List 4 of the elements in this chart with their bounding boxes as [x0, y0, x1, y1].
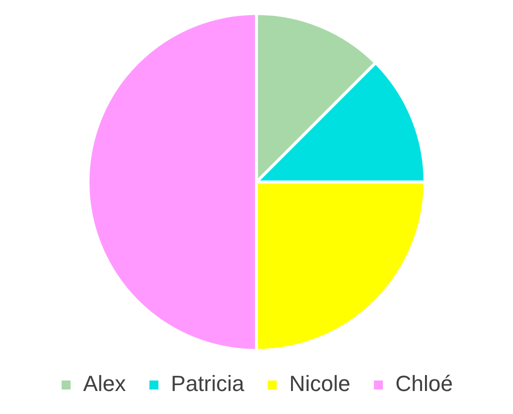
legend-label: Chloé [395, 371, 453, 396]
legend-label: Alex [83, 371, 126, 396]
legend-label: Nicole [289, 371, 350, 396]
legend-label: Patricia [170, 371, 246, 396]
